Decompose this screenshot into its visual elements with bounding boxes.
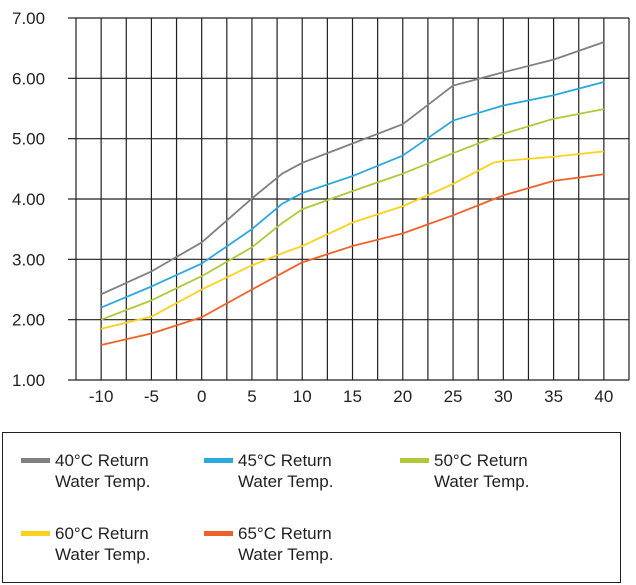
line-chart: 1.00 2.00 3.00 4.00 5.00 6.00 7.00 -10 -5 0 5 10 15 2… xyxy=(12,9,630,406)
x-tick-label: -10 xyxy=(89,387,114,406)
x-tick-label: 15 xyxy=(343,387,362,406)
legend-label-40c-line2: Water Temp. xyxy=(55,472,151,491)
legend-swatch-40c xyxy=(21,458,50,463)
legend: 40°C Return Water Temp. 45°C Return Wate… xyxy=(2,432,621,583)
legend-label-65c: 65°C Return Water Temp. xyxy=(238,523,333,565)
legend-label-65c-line2: Water Temp. xyxy=(238,545,334,564)
x-tick-label: 30 xyxy=(494,387,513,406)
legend-label-50c: 50°C Return Water Temp. xyxy=(434,450,529,492)
series-line-3 xyxy=(100,150,604,330)
x-tick-label: 5 xyxy=(247,387,256,406)
legend-label-40c: 40°C Return Water Temp. xyxy=(55,450,150,492)
legend-label-60c: 60°C Return Water Temp. xyxy=(55,523,150,565)
series-line-0 xyxy=(100,41,605,296)
legend-label-60c-line2: Water Temp. xyxy=(55,545,151,564)
x-tick-label: 10 xyxy=(293,387,312,406)
y-tick-label: 7.00 xyxy=(12,9,45,28)
x-tick-label: 35 xyxy=(544,387,563,406)
series-line-1 xyxy=(100,81,605,309)
x-tick-label: 0 xyxy=(197,387,206,406)
legend-label-45c: 45°C Return Water Temp. xyxy=(238,450,333,492)
legend-swatch-45c xyxy=(204,458,233,463)
legend-label-65c-line1: 65°C Return xyxy=(238,524,332,543)
x-tick-label: 20 xyxy=(393,387,412,406)
series-line-4 xyxy=(100,173,604,346)
legend-label-40c-line1: 40°C Return xyxy=(55,451,149,470)
legend-swatch-50c xyxy=(400,458,429,463)
legend-label-50c-line1: 50°C Return xyxy=(434,451,528,470)
legend-label-45c-line2: Water Temp. xyxy=(238,472,334,491)
x-tick-label: 40 xyxy=(594,387,613,406)
y-tick-label: 6.00 xyxy=(12,69,45,88)
y-tick-label: 5.00 xyxy=(12,130,45,149)
x-tick-label: 25 xyxy=(444,387,463,406)
x-tick-label: -5 xyxy=(144,387,159,406)
legend-label-50c-line2: Water Temp. xyxy=(434,472,530,491)
legend-label-60c-line1: 60°C Return xyxy=(55,524,149,543)
y-tick-label: 4.00 xyxy=(12,190,45,209)
y-tick-label: 1.00 xyxy=(12,371,45,390)
y-tick-label: 3.00 xyxy=(12,250,45,269)
series-line-2 xyxy=(100,108,605,321)
legend-swatch-60c xyxy=(21,531,50,536)
legend-label-45c-line1: 45°C Return xyxy=(238,451,332,470)
legend-swatch-65c xyxy=(204,531,233,536)
y-tick-label: 2.00 xyxy=(12,311,45,330)
